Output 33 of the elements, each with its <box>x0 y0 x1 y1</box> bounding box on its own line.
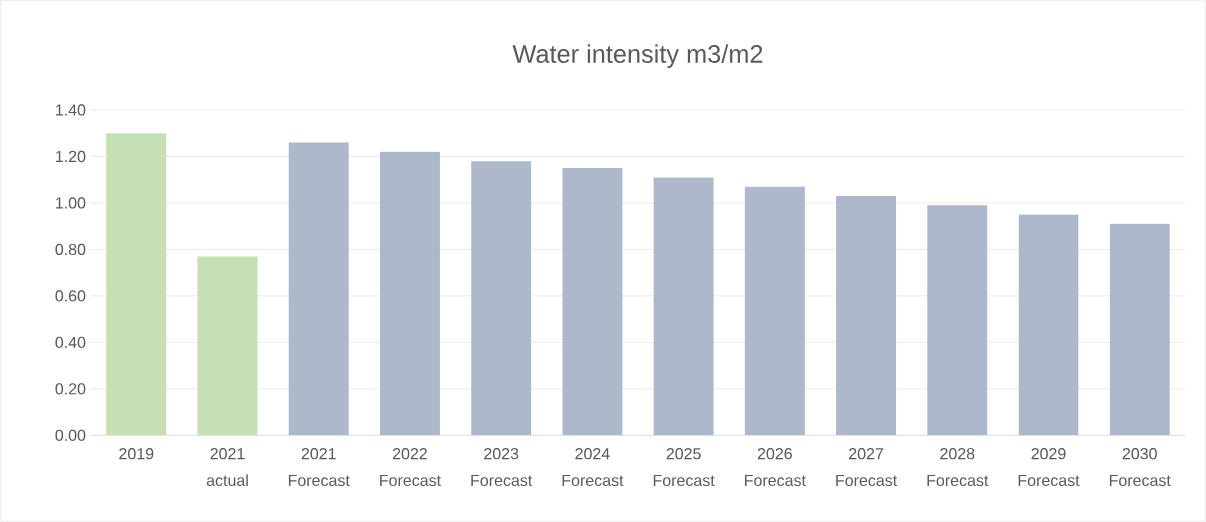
x-tick-label: 2024 Forecast <box>562 448 624 487</box>
x-tick-label: 2021 Forecast <box>288 448 350 487</box>
bar <box>653 177 714 436</box>
bar <box>562 168 623 436</box>
y-tick-label: 0.00 <box>55 429 86 441</box>
bar <box>1109 223 1170 436</box>
x-tick-label: 2022 Forecast <box>380 448 441 487</box>
x-tick-label: 2025 Forecast <box>653 448 715 487</box>
bar <box>106 133 167 436</box>
y-tick-label: 0.60 <box>55 290 86 302</box>
bar <box>471 161 532 436</box>
y-tick-label: 1.40 <box>56 104 86 116</box>
x-tick-label: 2023 Forecast <box>471 448 533 487</box>
x-tick-label: 2028 Forecast <box>927 448 989 487</box>
x-tick-label: 2019 <box>119 448 154 460</box>
y-tick-label: 1.00 <box>56 197 86 209</box>
x-tick-label: 2029 Forecast <box>1018 448 1080 487</box>
bar <box>197 256 258 436</box>
bar <box>379 151 440 436</box>
x-tick-label: 2030 Forecast <box>1109 448 1171 487</box>
x-tick-label: 2021 actual <box>206 448 248 487</box>
x-tick-label: 2027 Forecast <box>836 448 898 487</box>
y-tick-label: 1.20 <box>56 150 86 163</box>
y-tick-label: 0.40 <box>55 336 86 349</box>
bar <box>927 205 988 436</box>
x-tick-label: 2026 Forecast <box>745 448 806 487</box>
chart-title: Water intensity m3/m2 <box>512 44 763 68</box>
y-tick-label: 0.20 <box>55 383 86 395</box>
bar <box>288 142 349 436</box>
bar <box>744 186 805 436</box>
bar <box>836 195 897 436</box>
y-tick-label: 0.80 <box>55 243 86 256</box>
bar <box>1018 214 1079 436</box>
